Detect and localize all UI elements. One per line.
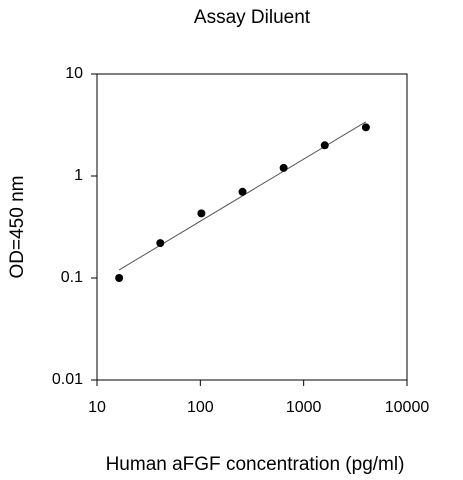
y-tick-label: 0.01 [52,371,83,388]
fit-line [118,121,367,271]
y-tick-label: 1 [74,167,83,184]
x-axis-label: Human aFGF concentration (pg/ml) [106,454,405,475]
y-axis-label: OD=450 nm [7,176,28,279]
data-point [279,163,288,172]
x-tick-label: 10000 [385,399,430,416]
y-tick-label: 0.1 [61,269,83,286]
data-point [238,187,247,196]
data-point [156,239,165,248]
data-point [197,209,206,218]
x-tick-label: 1000 [286,399,322,416]
plot-frame [96,73,408,381]
data-point [115,274,124,282]
data-point [361,123,370,132]
data-point [320,141,329,150]
x-tick-label: 10 [88,399,106,416]
chart-title: Assay Diluent [194,7,311,28]
y-tick-label: 10 [65,65,83,82]
x-tick-label: 100 [187,399,214,416]
